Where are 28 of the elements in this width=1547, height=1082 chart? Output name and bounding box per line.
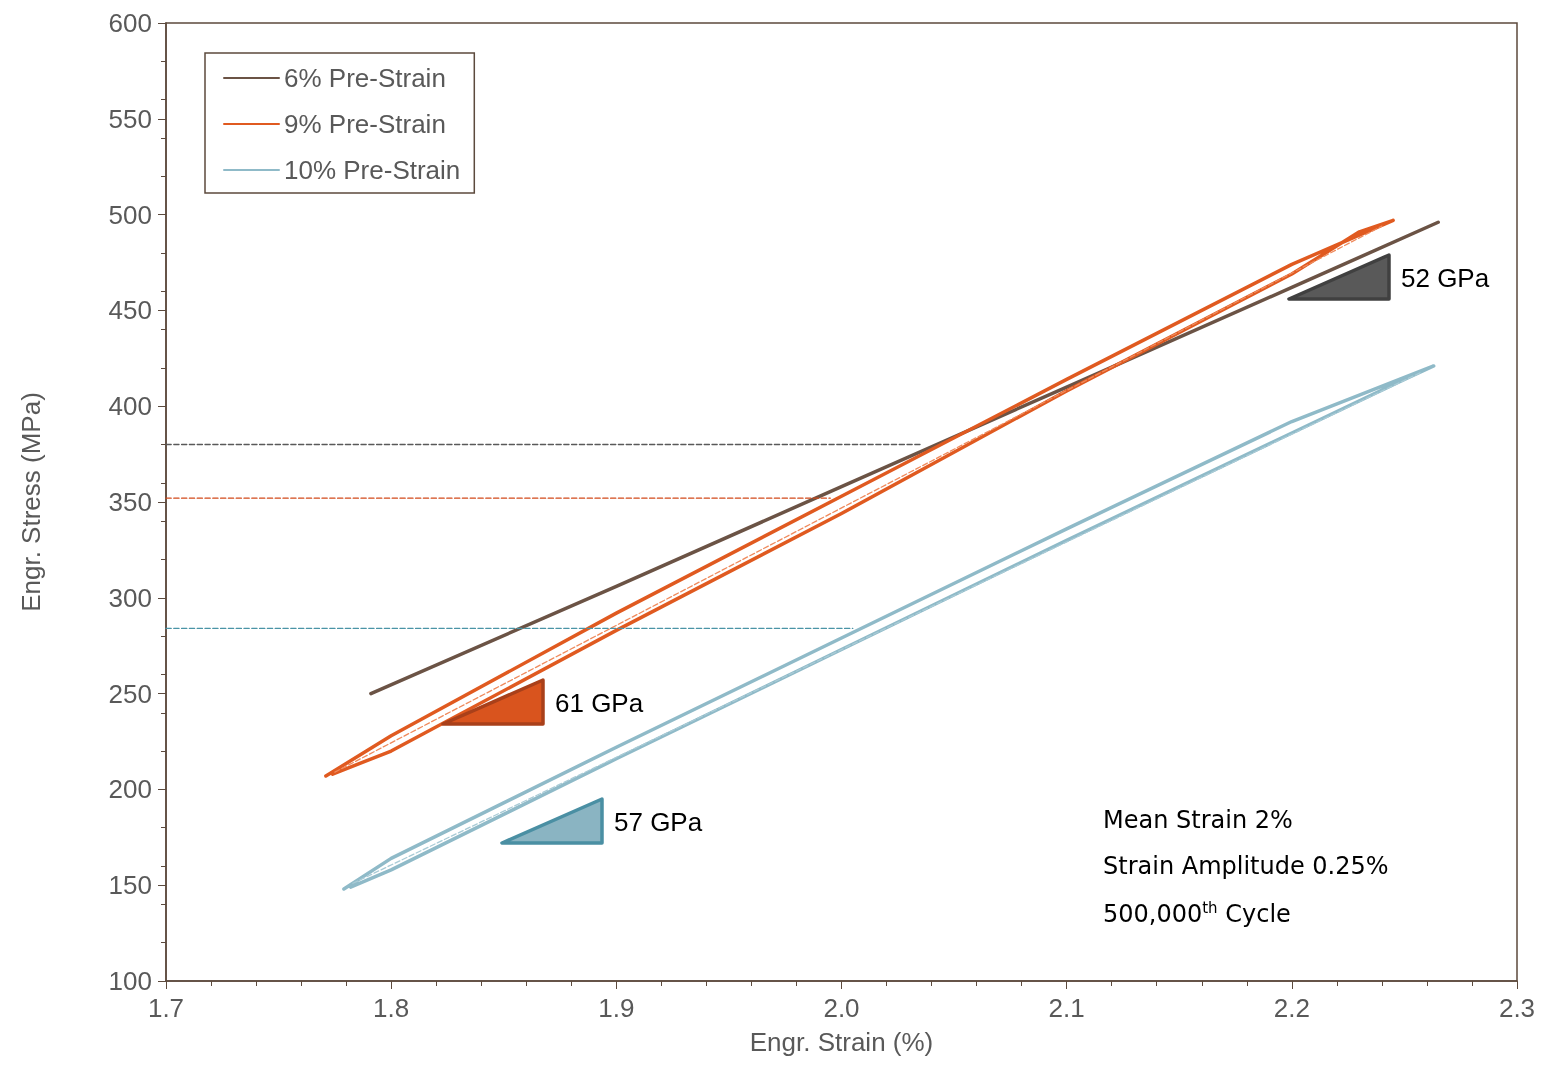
legend-label: 9% Pre-Strain (284, 109, 446, 139)
legend-label: 6% Pre-Strain (284, 63, 446, 93)
y-tick-label: 300 (108, 582, 152, 613)
y-tick-label: 400 (108, 391, 152, 422)
x-axis-title: Engr. Strain (%) (749, 1027, 934, 1057)
y-tick-label: 100 (108, 966, 152, 996)
y-tick-label: 200 (108, 774, 152, 805)
x-tick-label: 1.9 (598, 993, 635, 1023)
annotation: Strain Amplitude 0.25% (1103, 852, 1389, 880)
y-tick-label: 150 (108, 870, 152, 901)
x-tick-label: 2.3 (1498, 993, 1536, 1023)
y-tick-label: 250 (108, 678, 152, 709)
y-tick-label: 550 (108, 103, 152, 134)
annotation: Mean Strain 2% (1103, 806, 1293, 834)
annotation: 61 GPa (555, 688, 644, 718)
y-tick-label: 500 (108, 199, 152, 230)
y-tick-label: 600 (108, 8, 152, 38)
y-axis-title: Engr. Stress (MPa) (16, 392, 46, 612)
x-tick-label: 2.1 (1048, 993, 1085, 1023)
x-tick-label: 1.7 (147, 993, 185, 1023)
legend-label: 10% Pre-Strain (284, 155, 461, 185)
x-tick-label: 2.0 (823, 993, 860, 1023)
y-tick-label: 450 (108, 295, 152, 326)
x-tick-label: 2.2 (1273, 993, 1310, 1023)
annotation: 52 GPa (1401, 263, 1490, 293)
y-tick-label: 350 (108, 487, 152, 517)
x-tick-label: 1.8 (373, 993, 410, 1023)
annotation: 57 GPa (614, 807, 703, 837)
